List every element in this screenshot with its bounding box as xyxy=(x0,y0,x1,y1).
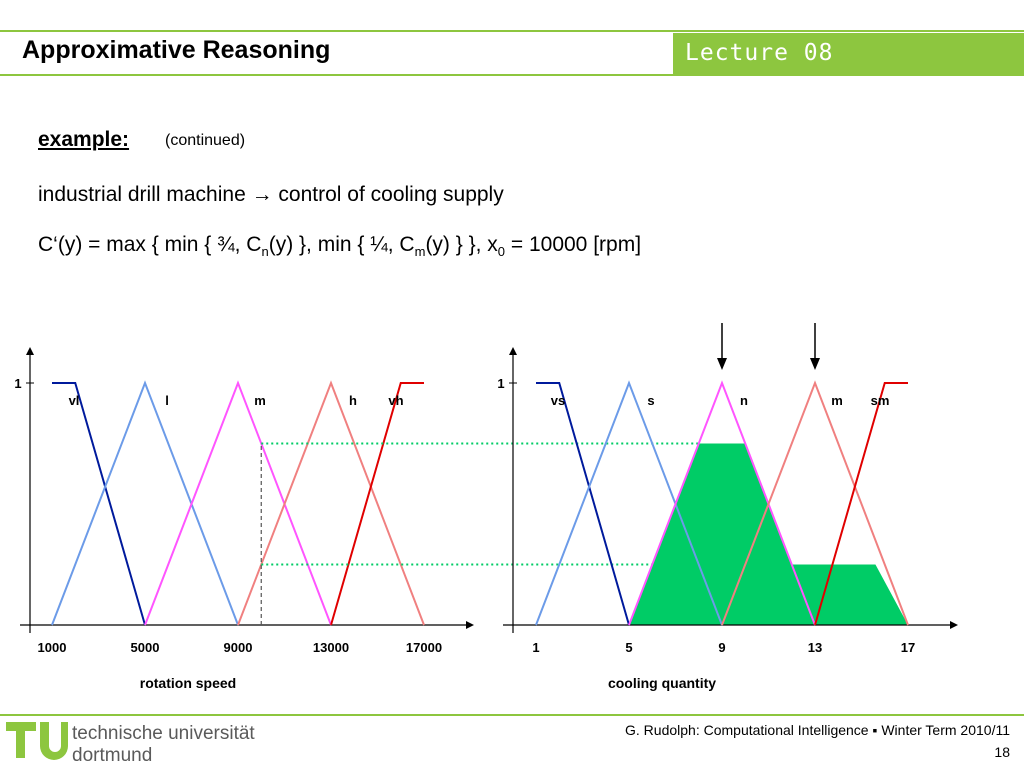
series-label: sm xyxy=(871,393,890,408)
x-axis-title: cooling quantity xyxy=(608,675,716,691)
membership-line-l xyxy=(51,380,239,626)
membership-line-n xyxy=(628,380,816,626)
x-tick-label: 1 xyxy=(532,640,539,655)
description-line: industrial drill machine → control of co… xyxy=(38,183,504,206)
x-tick-label: 5 xyxy=(625,640,632,655)
tu-logo-icon xyxy=(6,722,68,760)
membership-line-m xyxy=(144,380,332,626)
x-axis-arrow xyxy=(466,621,474,629)
top-rule xyxy=(0,30,1024,32)
page-number: 18 xyxy=(994,744,1010,760)
x-tick-label: 17 xyxy=(901,640,915,655)
x-tick-label: 17000 xyxy=(406,640,442,655)
footer-credit: G. Rudolph: Computational Intelligence ▪… xyxy=(625,722,1010,738)
formula-sub: 0 xyxy=(497,244,506,260)
y-tick-label: 1 xyxy=(497,376,504,391)
aggregated-output-area xyxy=(629,443,908,625)
x-tick-label: 1000 xyxy=(38,640,67,655)
series-label: h xyxy=(349,393,357,408)
y-axis-arrow xyxy=(26,347,34,355)
membership-line-vs xyxy=(536,382,630,626)
x-axis-title: rotation speed xyxy=(140,675,236,691)
continued-label: (continued) xyxy=(165,132,246,149)
membership-line-m xyxy=(721,380,909,626)
x-tick-label: 9000 xyxy=(224,640,253,655)
formula-part: C‘(y) = max { min { ¾, C xyxy=(38,233,262,256)
series-label: vs xyxy=(551,393,565,408)
series-label: l xyxy=(165,393,169,408)
university-name-line2: dortmund xyxy=(72,745,153,766)
formula-sub: m xyxy=(414,244,426,260)
footer-rule xyxy=(0,714,1024,716)
series-label: vh xyxy=(388,393,403,408)
membership-line-h xyxy=(237,380,425,626)
page-title: Approximative Reasoning xyxy=(22,36,331,64)
formula-sub: n xyxy=(261,244,269,260)
header-rule xyxy=(0,74,1024,76)
x-tick-label: 13 xyxy=(808,640,822,655)
series-label: m xyxy=(831,393,843,408)
formula-part: = 10000 [rpm] xyxy=(505,233,642,256)
series-label: vl xyxy=(69,393,80,408)
x-tick-label: 13000 xyxy=(313,640,349,655)
series-label: m xyxy=(254,393,266,408)
formula-part: (y) } }, x xyxy=(425,233,498,256)
membership-charts: 1 1000 5000 9000 13000 17000 vl l m h vh rotation s… xyxy=(14,323,958,691)
formula: C‘(y) = max { min { ¾, Cn(y) }, min { ¼,… xyxy=(38,233,641,259)
x-axis-arrow xyxy=(950,621,958,629)
series-label: s xyxy=(647,393,654,408)
university-name-line1: technische universität xyxy=(72,723,255,744)
membership-line-vh xyxy=(330,382,424,626)
example-label: example: xyxy=(38,128,130,151)
pointer-arrow-head xyxy=(810,358,820,370)
membership-line-vl xyxy=(52,382,146,626)
pointer-arrow-head xyxy=(717,358,727,370)
lecture-badge: Lecture 08 xyxy=(673,33,1024,74)
formula-part: (y) }, min { ¼, C xyxy=(268,233,415,256)
y-tick-label: 1 xyxy=(14,376,21,391)
x-tick-label: 5000 xyxy=(131,640,160,655)
y-axis-arrow xyxy=(509,347,517,355)
series-label: n xyxy=(740,393,748,408)
x-tick-label: 9 xyxy=(718,640,725,655)
membership-line-sm xyxy=(814,382,908,626)
membership-line-s xyxy=(535,380,723,626)
